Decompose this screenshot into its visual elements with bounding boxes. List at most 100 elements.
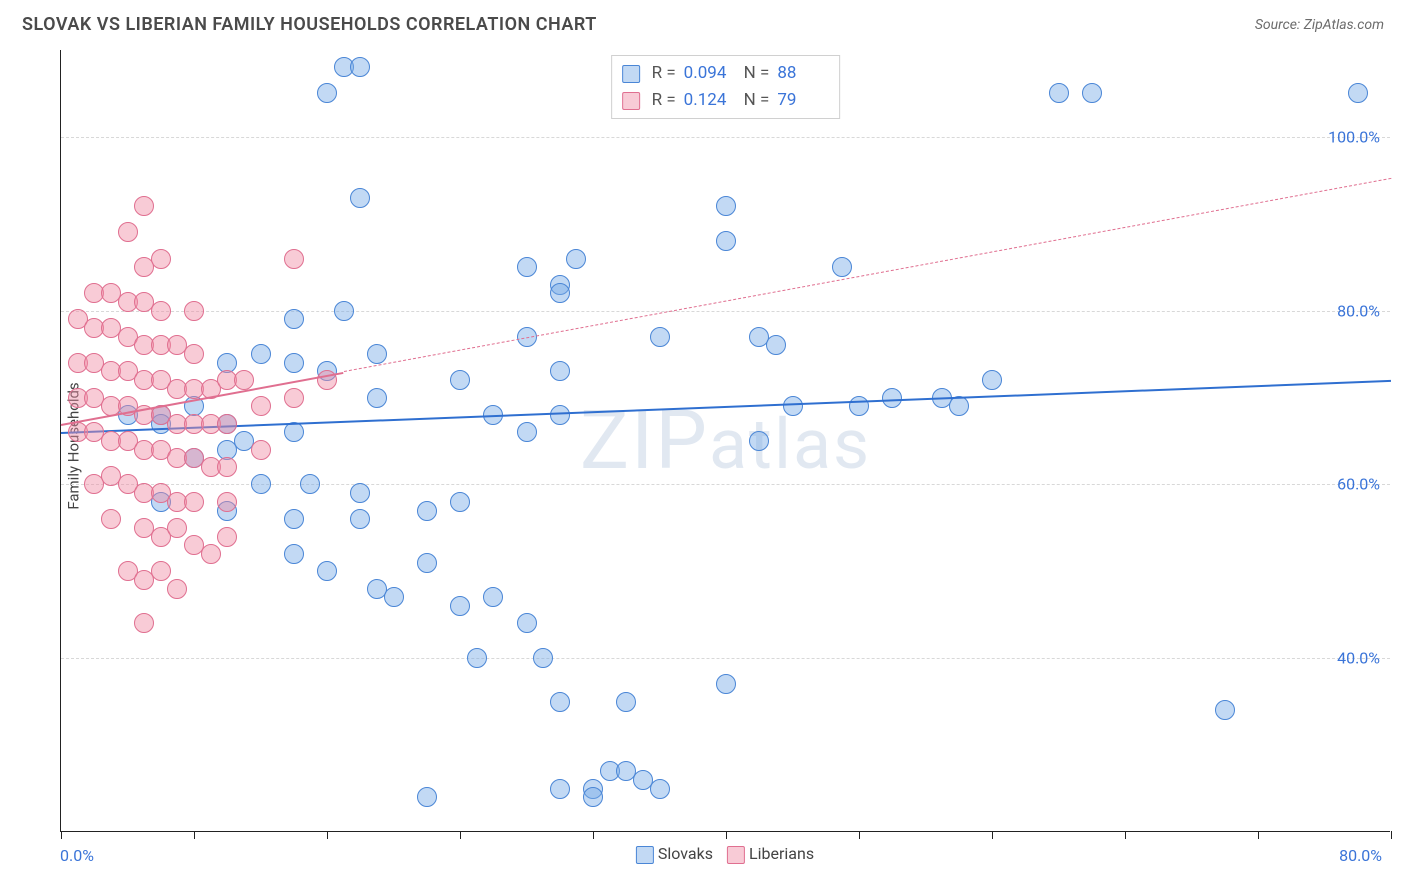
data-point [450, 492, 470, 512]
data-point [217, 414, 237, 434]
data-point [417, 787, 437, 807]
data-point [566, 249, 586, 269]
data-point [533, 648, 553, 668]
legend-label: Slovaks [658, 844, 713, 863]
data-point [350, 509, 370, 529]
source-attribution: Source: ZipAtlas.com [1255, 17, 1384, 33]
data-point [1348, 83, 1368, 103]
data-point [583, 787, 603, 807]
x-tick [992, 831, 993, 839]
x-tick [1258, 831, 1259, 839]
data-point [134, 613, 154, 633]
data-point [616, 761, 636, 781]
x-tick [194, 831, 195, 839]
stats-row: R =0.124N =79 [622, 87, 830, 114]
scatter-plot-area: ZIPatlas R =0.094N =88R =0.124N =79 40.0… [60, 50, 1390, 832]
data-point [350, 57, 370, 77]
x-tick [593, 831, 594, 839]
y-tick-label: 100.0% [1328, 127, 1380, 146]
data-point [384, 587, 404, 607]
data-point [1082, 83, 1102, 103]
correlation-stats-box: R =0.094N =88R =0.124N =79 [611, 55, 841, 119]
data-point [118, 222, 138, 242]
data-point [317, 561, 337, 581]
data-point [134, 196, 154, 216]
series-legend: Slovaks Liberians [636, 844, 814, 864]
data-point [167, 518, 187, 538]
data-point [217, 457, 237, 477]
data-point [251, 474, 271, 494]
data-point [550, 779, 570, 799]
data-point [517, 613, 537, 633]
x-tick [327, 831, 328, 839]
data-point [284, 353, 304, 373]
data-point [217, 527, 237, 547]
data-point [616, 692, 636, 712]
x-tick [1125, 831, 1126, 839]
data-point [167, 579, 187, 599]
x-tick [61, 831, 62, 839]
data-point [284, 509, 304, 529]
y-tick-label: 40.0% [1337, 649, 1380, 668]
data-point [317, 83, 337, 103]
x-axis-min-label: 0.0% [60, 846, 94, 865]
chart-title: SLOVAK VS LIBERIAN FAMILY HOUSEHOLDS COR… [22, 14, 597, 35]
data-point [350, 483, 370, 503]
x-tick [859, 831, 860, 839]
x-tick [1391, 831, 1392, 839]
data-point [716, 674, 736, 694]
data-point [882, 388, 902, 408]
data-point [367, 344, 387, 364]
data-point [201, 544, 221, 564]
gridline [61, 658, 1390, 659]
series-swatch [622, 65, 640, 83]
data-point [217, 492, 237, 512]
data-point [300, 474, 320, 494]
legend-swatch [636, 846, 654, 864]
data-point [832, 257, 852, 277]
y-tick-label: 60.0% [1337, 475, 1380, 494]
data-point [450, 370, 470, 390]
stats-row: R =0.094N =88 [622, 60, 830, 87]
data-point [517, 422, 537, 442]
data-point [151, 561, 171, 581]
data-point [450, 596, 470, 616]
data-point [284, 422, 304, 442]
data-point [417, 553, 437, 573]
legend-swatch [727, 846, 745, 864]
trend-line [344, 178, 1392, 372]
data-point [417, 501, 437, 521]
data-point [517, 257, 537, 277]
data-point [550, 283, 570, 303]
data-point [284, 388, 304, 408]
gridline [61, 137, 1390, 138]
y-tick-label: 80.0% [1337, 301, 1380, 320]
data-point [284, 249, 304, 269]
data-point [783, 396, 803, 416]
data-point [849, 396, 869, 416]
x-axis-max-label: 80.0% [1339, 846, 1382, 865]
data-point [650, 779, 670, 799]
x-axis-row: 0.0% Slovaks Liberians 80.0% [60, 840, 1390, 880]
data-point [982, 370, 1002, 390]
data-point [184, 344, 204, 364]
data-point [334, 301, 354, 321]
data-point [550, 405, 570, 425]
data-point [251, 440, 271, 460]
data-point [716, 196, 736, 216]
data-point [749, 431, 769, 451]
data-point [1049, 83, 1069, 103]
data-point [284, 544, 304, 564]
data-point [716, 231, 736, 251]
data-point [234, 370, 254, 390]
data-point [550, 692, 570, 712]
data-point [284, 309, 304, 329]
x-tick [460, 831, 461, 839]
series-swatch [622, 92, 640, 110]
legend-item: Slovaks [636, 844, 713, 864]
data-point [251, 344, 271, 364]
data-point [134, 257, 154, 277]
legend-item: Liberians [727, 844, 814, 864]
data-point [251, 396, 271, 416]
data-point [949, 396, 969, 416]
